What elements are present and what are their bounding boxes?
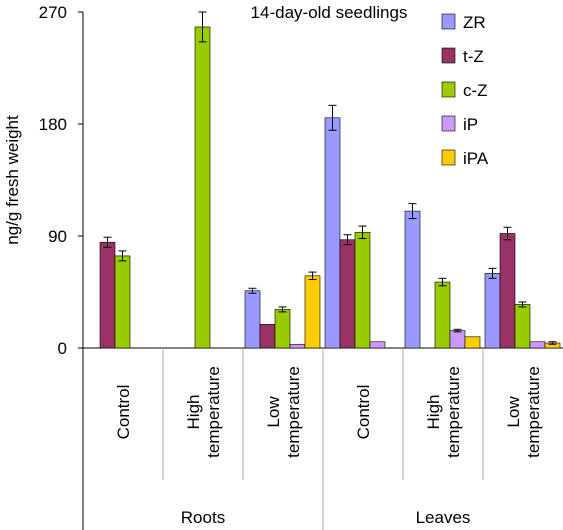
legend-label: c-Z (463, 81, 488, 100)
bar-c-z (354, 231, 371, 349)
legend-label: t-Z (463, 47, 484, 66)
bar-ip (449, 330, 466, 349)
bar-zr (324, 117, 341, 349)
legend-swatch (441, 13, 456, 30)
bar-c-z (194, 26, 211, 349)
bar-zr (484, 273, 501, 349)
group-label: Leaves (416, 508, 471, 527)
category-label: Low (504, 396, 523, 428)
bar-ip (289, 343, 306, 349)
bar-ipa (304, 275, 321, 349)
category-label: High (184, 395, 203, 430)
bar-c-z (434, 281, 451, 349)
legend-label: ZR (463, 13, 486, 32)
bar-c-z (274, 309, 291, 349)
legend-label: iP (463, 115, 478, 134)
bar-ip (369, 341, 386, 349)
bar-t-z (259, 324, 276, 349)
legend-label: iPA (463, 149, 489, 168)
category-label: Control (354, 385, 373, 440)
bar-zr (404, 210, 421, 349)
bar-c-z (114, 255, 131, 349)
y-tick-label: 180 (39, 115, 67, 134)
y-tick-label: 0 (58, 339, 67, 358)
y-axis-label: ng/g fresh weight (3, 115, 22, 245)
bar-ipa (464, 336, 481, 349)
legend-swatch (441, 47, 456, 64)
category-label: temperature (204, 366, 223, 458)
bar-ip (529, 341, 546, 349)
legend-swatch (441, 115, 456, 132)
category-label: Control (114, 385, 133, 440)
bar-t-z (99, 241, 116, 349)
bar-zr (244, 290, 261, 349)
legend: ZR t-Z c-Z iP iPA (441, 13, 489, 168)
y-tick-label: 90 (48, 227, 67, 246)
bar-c-z (514, 304, 531, 349)
legend-swatch (441, 81, 456, 98)
legend-swatch (441, 149, 456, 166)
category-label: temperature (284, 366, 303, 458)
bar-t-z (339, 239, 356, 349)
y-tick-label: 270 (39, 3, 67, 22)
chart-title: 14-day-old seedlings (251, 3, 408, 22)
category-label: temperature (524, 366, 543, 458)
group-label: Roots (181, 508, 225, 527)
category-label: High (424, 395, 443, 430)
bar-t-z (499, 233, 516, 349)
category-label: temperature (444, 366, 463, 458)
category-label: Low (264, 396, 283, 428)
